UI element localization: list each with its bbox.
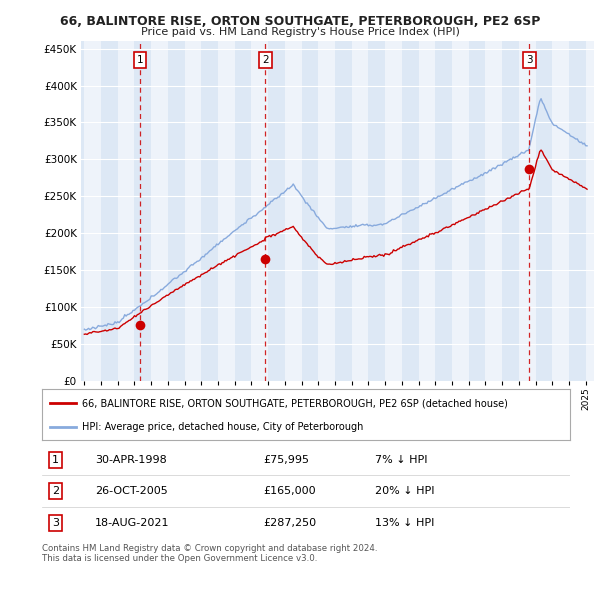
Text: £287,250: £287,250 bbox=[264, 518, 317, 528]
Bar bbox=[419, 41, 435, 381]
Text: 7% ↓ HPI: 7% ↓ HPI bbox=[374, 455, 427, 465]
Bar bbox=[552, 41, 569, 381]
Text: 20% ↓ HPI: 20% ↓ HPI bbox=[374, 486, 434, 496]
Bar bbox=[519, 41, 536, 381]
Text: 66, BALINTORE RISE, ORTON SOUTHGATE, PETERBOROUGH, PE2 6SP (detached house): 66, BALINTORE RISE, ORTON SOUTHGATE, PET… bbox=[82, 398, 508, 408]
Bar bbox=[318, 41, 335, 381]
Text: 26-OCT-2005: 26-OCT-2005 bbox=[95, 486, 167, 496]
Text: 3: 3 bbox=[52, 518, 59, 528]
Text: 2: 2 bbox=[262, 55, 268, 65]
Bar bbox=[385, 41, 402, 381]
Text: 2: 2 bbox=[52, 486, 59, 496]
Text: 3: 3 bbox=[526, 55, 533, 65]
Bar bbox=[185, 41, 202, 381]
Bar bbox=[218, 41, 235, 381]
Bar bbox=[485, 41, 502, 381]
Bar bbox=[352, 41, 368, 381]
Text: 18-AUG-2021: 18-AUG-2021 bbox=[95, 518, 169, 528]
Text: 13% ↓ HPI: 13% ↓ HPI bbox=[374, 518, 434, 528]
Bar bbox=[251, 41, 268, 381]
Text: 1: 1 bbox=[52, 455, 59, 465]
Text: 30-APR-1998: 30-APR-1998 bbox=[95, 455, 167, 465]
Bar bbox=[452, 41, 469, 381]
Bar bbox=[85, 41, 101, 381]
Text: HPI: Average price, detached house, City of Peterborough: HPI: Average price, detached house, City… bbox=[82, 422, 363, 432]
Bar bbox=[118, 41, 134, 381]
Text: Price paid vs. HM Land Registry's House Price Index (HPI): Price paid vs. HM Land Registry's House … bbox=[140, 27, 460, 37]
Bar bbox=[151, 41, 168, 381]
Text: £75,995: £75,995 bbox=[264, 455, 310, 465]
Bar bbox=[285, 41, 302, 381]
Bar bbox=[586, 41, 600, 381]
Text: £165,000: £165,000 bbox=[264, 486, 316, 496]
Text: Contains HM Land Registry data © Crown copyright and database right 2024.
This d: Contains HM Land Registry data © Crown c… bbox=[42, 544, 377, 563]
Text: 1: 1 bbox=[137, 55, 143, 65]
Text: 66, BALINTORE RISE, ORTON SOUTHGATE, PETERBOROUGH, PE2 6SP: 66, BALINTORE RISE, ORTON SOUTHGATE, PET… bbox=[60, 15, 540, 28]
